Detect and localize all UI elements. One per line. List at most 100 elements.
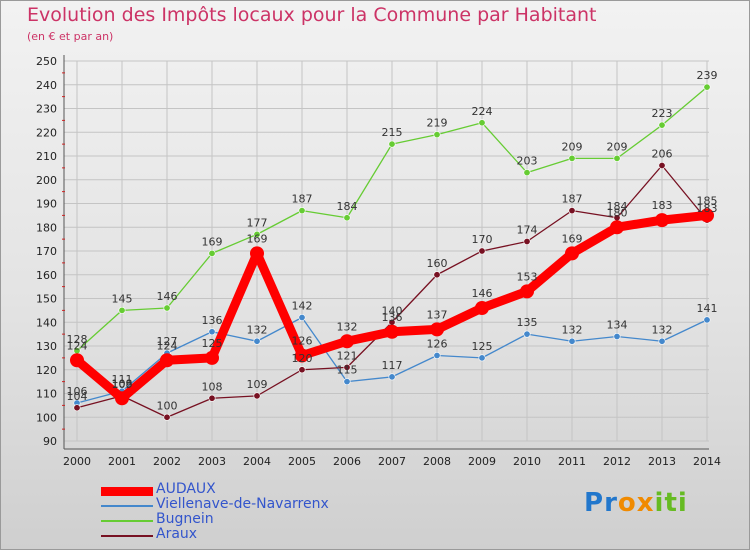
data-point — [703, 83, 711, 91]
x-tick-label: 2013 — [648, 455, 676, 468]
data-point — [523, 169, 531, 177]
data-label: 146 — [157, 290, 178, 303]
x-tick-label: 2009 — [468, 455, 496, 468]
data-label: 132 — [562, 323, 583, 336]
data-point — [565, 246, 579, 261]
legend-swatch — [101, 520, 153, 522]
data-label: 145 — [112, 292, 133, 305]
data-label: 121 — [337, 349, 358, 362]
data-point — [70, 353, 84, 368]
y-tick-label: 240 — [36, 79, 57, 92]
data-label: 100 — [157, 399, 178, 412]
legend-swatch — [101, 486, 153, 496]
legend-label: Araux — [156, 526, 198, 542]
series-viellenave-de-navarrenx — [73, 313, 711, 407]
y-tick-label: 100 — [36, 411, 57, 424]
data-label: 137 — [427, 308, 448, 321]
data-point — [208, 394, 216, 402]
data-label: 184 — [337, 200, 358, 213]
data-point — [160, 353, 174, 368]
data-point — [388, 373, 396, 381]
data-point — [520, 284, 534, 299]
logo-letter: t — [664, 488, 678, 518]
data-label: 125 — [472, 340, 493, 353]
data-label: 141 — [697, 302, 718, 315]
data-point — [250, 246, 264, 261]
data-point — [253, 230, 261, 238]
data-label: 180 — [607, 206, 628, 219]
data-label: 219 — [427, 117, 448, 130]
data-label: 125 — [202, 337, 223, 350]
x-tick-label: 2004 — [243, 455, 271, 468]
data-point — [388, 140, 396, 148]
legend-label: Bugnein — [156, 511, 214, 527]
data-label: 170 — [472, 233, 493, 246]
data-point — [655, 213, 669, 228]
data-point — [613, 332, 621, 340]
y-tick-label: 250 — [36, 55, 57, 68]
data-point — [568, 207, 576, 215]
data-label: 142 — [292, 300, 313, 313]
data-point — [208, 249, 216, 257]
data-point — [115, 391, 129, 406]
data-point — [610, 220, 624, 235]
legend-label: AUDAUX — [156, 481, 216, 497]
x-tick-label: 2002 — [153, 455, 181, 468]
data-label: 209 — [607, 140, 628, 153]
logo-letter: x — [636, 488, 655, 518]
data-point — [73, 404, 81, 412]
data-point — [568, 337, 576, 345]
data-label: 187 — [562, 193, 583, 206]
x-tick-label: 2005 — [288, 455, 316, 468]
data-label: 132 — [247, 323, 268, 336]
data-label: 187 — [292, 193, 313, 206]
data-label: 153 — [517, 270, 538, 283]
y-tick-label: 170 — [36, 245, 57, 258]
data-label: 160 — [427, 257, 448, 270]
data-label: 184 — [607, 200, 628, 213]
data-point — [478, 247, 486, 255]
data-label: 126 — [427, 338, 448, 351]
data-label: 209 — [562, 140, 583, 153]
y-tick-label: 160 — [36, 269, 57, 282]
data-point — [478, 119, 486, 127]
x-tick-label: 2003 — [198, 455, 226, 468]
data-label: 206 — [652, 148, 673, 161]
legend-swatch — [101, 535, 153, 537]
logo-letter: P — [584, 488, 605, 518]
data-label: 108 — [112, 377, 133, 390]
data-label: 169 — [202, 235, 223, 248]
data-label: 124 — [157, 339, 178, 352]
data-label: 185 — [697, 194, 718, 207]
data-point — [700, 208, 714, 223]
x-tick-label: 2008 — [423, 455, 451, 468]
data-label: 183 — [652, 199, 673, 212]
data-label: 106 — [67, 385, 88, 398]
data-label: 127 — [157, 335, 178, 348]
x-tick-label: 2014 — [693, 455, 721, 468]
data-point — [253, 337, 261, 345]
data-label: 108 — [202, 380, 223, 393]
data-label: 117 — [382, 359, 403, 372]
data-point — [208, 328, 216, 336]
y-tick-label: 140 — [36, 316, 57, 329]
data-point — [340, 334, 354, 349]
data-label: 177 — [247, 216, 268, 229]
logo-letter: r — [604, 488, 618, 518]
data-label: 132 — [652, 323, 673, 336]
x-tick-label: 2001 — [108, 455, 136, 468]
gridlines — [64, 60, 709, 442]
data-point — [385, 324, 399, 339]
y-tick-label: 230 — [36, 103, 57, 116]
data-label: 132 — [337, 320, 358, 333]
data-label: 174 — [517, 224, 538, 237]
data-label: 109 — [112, 378, 133, 391]
data-label: 215 — [382, 126, 403, 139]
data-label: 135 — [517, 316, 538, 329]
data-label: 120 — [292, 352, 313, 365]
data-label: 136 — [382, 311, 403, 324]
y-tick-label: 150 — [36, 293, 57, 306]
data-point — [658, 162, 666, 170]
